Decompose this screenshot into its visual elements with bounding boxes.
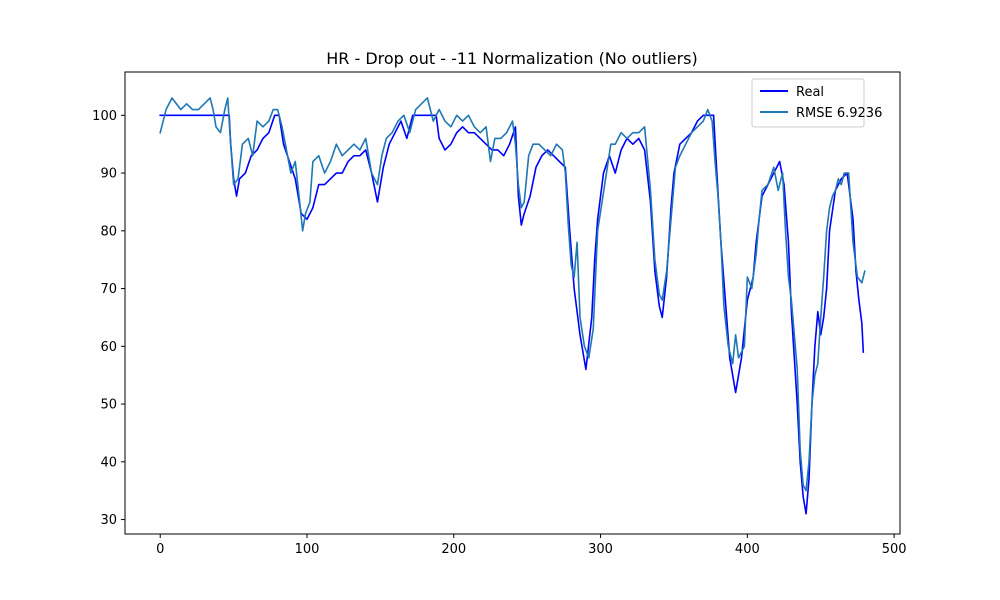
legend-label-rmse: RMSE 6.9236 (796, 106, 882, 121)
y-tick-label: 60 (100, 340, 117, 355)
x-tick-label: 200 (441, 542, 466, 557)
y-tick-label: 50 (100, 398, 117, 413)
axes-frame (124, 71, 901, 535)
x-tick-label: 300 (588, 542, 613, 557)
legend-label-real: Real (796, 85, 824, 100)
y-tick-label: 100 (92, 109, 117, 124)
x-tick-label: 500 (882, 542, 907, 557)
y-tick-label: 30 (100, 513, 117, 528)
y-tick-label: 40 (100, 455, 117, 470)
x-tick-label: 400 (735, 542, 760, 557)
chart-title: HR - Drop out - -11 Normalization (No ou… (326, 49, 698, 68)
series-line-rmse (159, 97, 866, 492)
legend: Real RMSE 6.9236 (751, 78, 882, 128)
x-tick-label: 0 (156, 542, 164, 557)
y-axis: 30 40 50 60 70 80 90 100 (92, 109, 125, 528)
series-line-real (159, 114, 865, 515)
y-tick-label: 70 (100, 282, 117, 297)
y-tick-label: 80 (100, 224, 117, 239)
series-layer (159, 97, 866, 515)
x-axis: 0 100 200 300 400 500 (156, 534, 907, 557)
x-tick-label: 100 (295, 542, 320, 557)
y-tick-label: 90 (100, 167, 117, 182)
plot-area: 0 100 200 300 400 500 30 40 50 60 70 80 90 100 (92, 71, 907, 557)
